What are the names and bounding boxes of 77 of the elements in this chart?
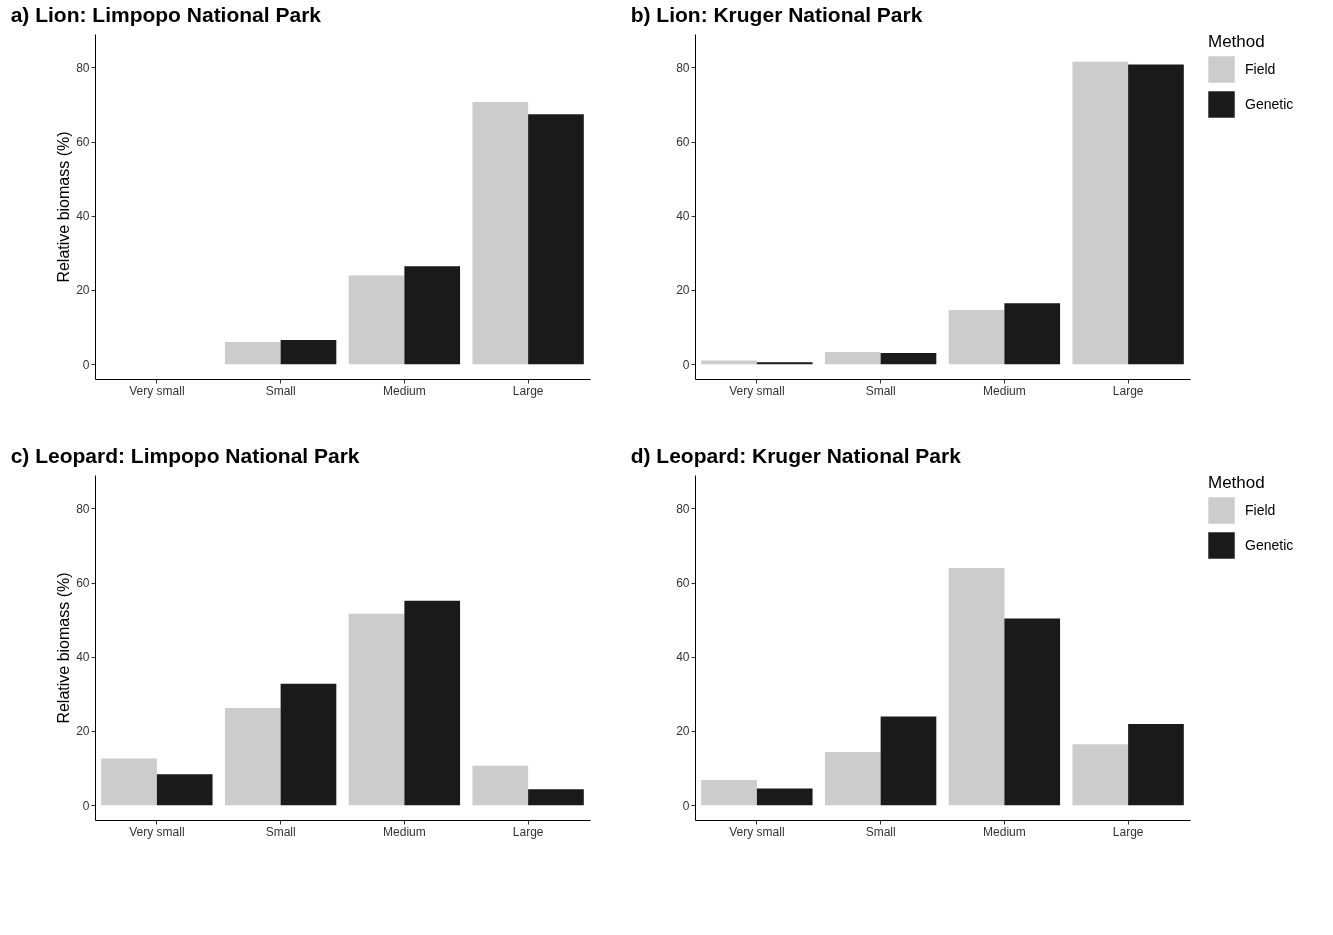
bar <box>1004 303 1061 365</box>
y-tick-label: 20 <box>76 283 90 298</box>
y-tick-label: 0 <box>682 798 690 813</box>
x-tick-label: Small <box>865 383 896 398</box>
x-tick-label: Large <box>1112 383 1144 398</box>
bar <box>528 114 584 365</box>
bar <box>156 774 213 806</box>
x-tick-label: Medium <box>983 824 1026 839</box>
y-tick-label: 0 <box>682 357 690 372</box>
x-tick-label: Medium <box>383 383 426 398</box>
legend-label: Genetic <box>1245 536 1294 553</box>
bar <box>1128 723 1184 806</box>
y-tick-label: 0 <box>82 357 90 372</box>
legend-title: Method <box>1208 32 1265 51</box>
y-tick-label: 60 <box>76 135 90 150</box>
bar <box>701 779 757 806</box>
bar <box>756 788 813 806</box>
x-tick-label: Large <box>512 383 544 398</box>
bar <box>404 600 461 806</box>
bar <box>224 341 281 365</box>
legend-title: Method <box>1208 473 1265 492</box>
y-axis-title: Relative biomass (%) <box>55 131 73 283</box>
y-tick-label: 40 <box>676 650 690 665</box>
bar <box>528 789 584 806</box>
bar <box>348 275 405 365</box>
bar <box>948 310 1005 365</box>
y-tick-label: 20 <box>676 283 690 298</box>
x-tick-label: Small <box>265 824 296 839</box>
chart-title: a) Lion: Limpopo National Park <box>10 3 322 26</box>
bar <box>1128 64 1184 365</box>
legend-label: Genetic <box>1245 95 1294 112</box>
legend-label: Field <box>1245 501 1276 518</box>
y-tick-label: 40 <box>76 209 90 224</box>
x-tick-label: Small <box>865 824 896 839</box>
y-tick-label: 60 <box>676 576 690 591</box>
bar <box>101 758 157 806</box>
bar <box>280 340 337 365</box>
bar <box>701 360 757 365</box>
y-tick-label: 80 <box>676 60 690 75</box>
chart-title: d) Leopard: Kruger National Park <box>630 444 962 467</box>
y-tick-label: 20 <box>76 724 90 739</box>
bar <box>1072 744 1129 806</box>
y-tick-label: 80 <box>76 501 90 516</box>
bar <box>880 716 937 806</box>
y-tick-label: 40 <box>76 650 90 665</box>
x-tick-label: Medium <box>983 383 1026 398</box>
bar <box>224 707 281 806</box>
y-tick-label: 80 <box>76 60 90 75</box>
x-tick-label: Small <box>265 383 296 398</box>
bar <box>948 568 1005 806</box>
bar <box>472 765 529 806</box>
y-tick-label: 40 <box>676 209 690 224</box>
bar <box>1072 61 1129 365</box>
x-tick-label: Very small <box>729 383 785 398</box>
x-tick-label: Large <box>512 824 544 839</box>
y-tick-label: 20 <box>676 724 690 739</box>
y-tick-label: 60 <box>676 135 690 150</box>
y-tick-label: 0 <box>82 798 90 813</box>
bar <box>880 353 937 365</box>
y-tick-label: 60 <box>76 576 90 591</box>
bar <box>824 752 881 806</box>
chart-title: b) Lion: Kruger National Park <box>630 3 923 26</box>
bar <box>1004 618 1061 806</box>
x-tick-label: Very small <box>729 824 785 839</box>
bar <box>824 351 881 365</box>
legend-label: Field <box>1245 60 1276 77</box>
bar <box>472 101 529 365</box>
chart-title: c) Leopard: Limpopo National Park <box>10 444 360 467</box>
bar <box>404 266 461 365</box>
bar <box>280 683 337 806</box>
x-tick-label: Medium <box>383 824 426 839</box>
y-tick-label: 80 <box>676 501 690 516</box>
bar <box>348 613 405 806</box>
x-tick-label: Large <box>1112 824 1144 839</box>
x-tick-label: Very small <box>129 824 185 839</box>
x-tick-label: Very small <box>129 383 185 398</box>
y-axis-title: Relative biomass (%) <box>55 572 73 724</box>
